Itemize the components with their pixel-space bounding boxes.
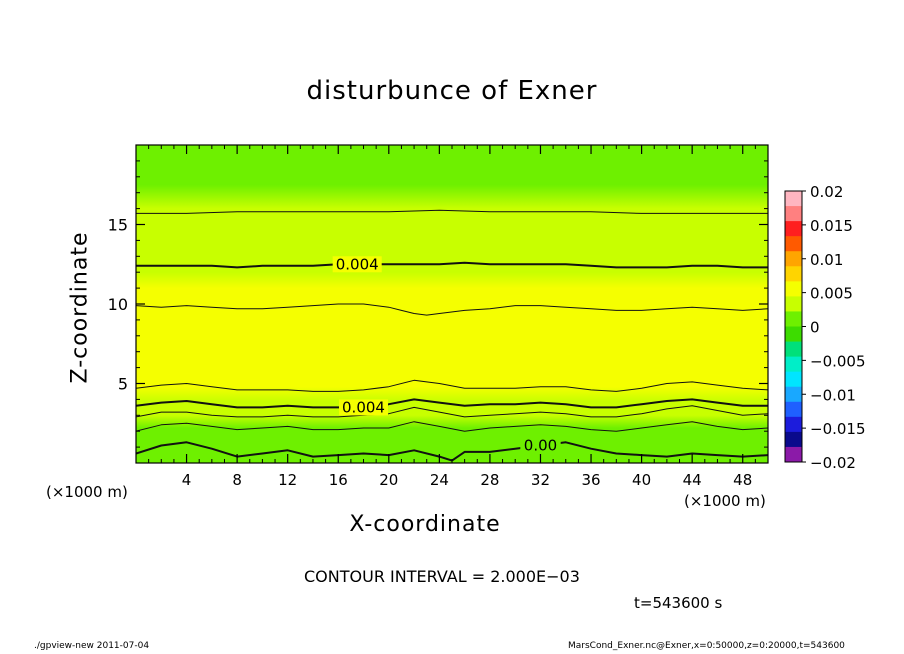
colorbar-swatch <box>785 401 802 418</box>
colorbar-tick-label: −0.015 <box>810 420 866 438</box>
colorbar-tick-label: −0.005 <box>810 352 866 370</box>
colorbar-swatch <box>785 326 802 342</box>
colorbar-swatch <box>785 236 802 252</box>
contour-label: 0.004 <box>342 398 385 416</box>
colorbar-tick-label: −0.02 <box>810 454 856 472</box>
x-tick-label: 40 <box>632 471 651 489</box>
y-tick-label: 15 <box>108 216 128 235</box>
colorbar-tick-label: 0.01 <box>810 251 843 269</box>
contour-line-1 <box>136 421 768 432</box>
colorbar-swatch <box>785 251 802 267</box>
colorbar-swatch <box>785 446 802 463</box>
colorbar-swatch <box>785 296 802 312</box>
x-tick-label: 32 <box>531 471 550 489</box>
colorbar-swatch <box>785 266 802 282</box>
x-tick-label: 48 <box>733 471 752 489</box>
colorbar: 0.02 0.015 0.01 0.005 0 −0.005 −0.01 −0.015 −0.0… <box>784 183 866 472</box>
x-tick-label: 24 <box>430 471 449 489</box>
x-unit-left: (×1000 m) <box>46 483 128 501</box>
contour-label-bg <box>520 437 561 454</box>
colorbar-swatch <box>785 386 802 403</box>
chart-title: disturbunce of Exner <box>306 76 598 106</box>
x-unit-right: (×1000 m) <box>684 492 766 510</box>
contour-interval-note: CONTOUR INTERVAL = 2.000E−03 <box>304 567 580 586</box>
colorbar-swatch <box>785 416 802 433</box>
contour-line-2 <box>136 405 768 418</box>
footer-right: MarsCond_Exner.nc@Exner,x=0:50000,z=0:20… <box>568 641 845 651</box>
contour-line-6 <box>136 261 768 269</box>
x-axis-ticks: 4 8 12 16 20 24 28 32 36 40 44 48 <box>148 145 756 489</box>
contour-line-7 <box>136 209 768 214</box>
y-tick-label: 10 <box>108 295 128 314</box>
colorbar-tick-label: 0.005 <box>810 285 853 303</box>
x-tick-label: 28 <box>480 471 499 489</box>
colorbar-swatch <box>785 221 802 237</box>
colorbar-swatch <box>785 341 802 358</box>
y-axis-label: Z-coordinate <box>67 231 93 384</box>
contour-label: 0.00 <box>524 437 557 455</box>
contour-labels: 0.00 0.004 0.004 <box>332 255 561 455</box>
colorbar-swatch <box>785 371 802 388</box>
contour-line-3 <box>136 398 768 409</box>
x-tick-label: 36 <box>581 471 600 489</box>
y-axis-ticks: 5 10 15 <box>108 160 768 448</box>
x-axis-label: X-coordinate <box>349 512 501 537</box>
x-tick-label: 44 <box>683 471 702 489</box>
contour-line-4 <box>136 379 768 392</box>
x-tick-label: 20 <box>379 471 398 489</box>
x-tick-label: 12 <box>278 471 297 489</box>
contour-label-bg <box>339 399 388 416</box>
colorbar-tick-label: 0.02 <box>810 183 843 201</box>
contour-label-bg <box>332 256 382 273</box>
contour-field <box>136 145 768 463</box>
x-tick-label: 8 <box>232 471 242 489</box>
colorbar-tick-label: 0 <box>810 319 820 337</box>
x-tick-label: 16 <box>329 471 348 489</box>
colorbar-tick-label: −0.01 <box>810 386 856 404</box>
colorbar-swatch <box>785 311 802 327</box>
colorbar-swatch <box>785 431 802 448</box>
y-tick-label: 5 <box>118 375 128 394</box>
colorbar-swatch <box>785 206 802 222</box>
colorbar-swatch <box>785 281 802 297</box>
contour-label: 0.004 <box>336 255 379 273</box>
x-tick-label: 4 <box>182 471 192 489</box>
time-label: t=543600 s <box>634 594 723 612</box>
contour-lines <box>136 209 768 462</box>
colorbar-swatch <box>785 191 802 207</box>
colorbar-swatch <box>785 356 802 373</box>
footer-left: ./gpview-new 2011-07-04 <box>34 641 150 651</box>
contour-line-5 <box>136 303 768 316</box>
colorbar-tick-label: 0.015 <box>810 217 853 235</box>
